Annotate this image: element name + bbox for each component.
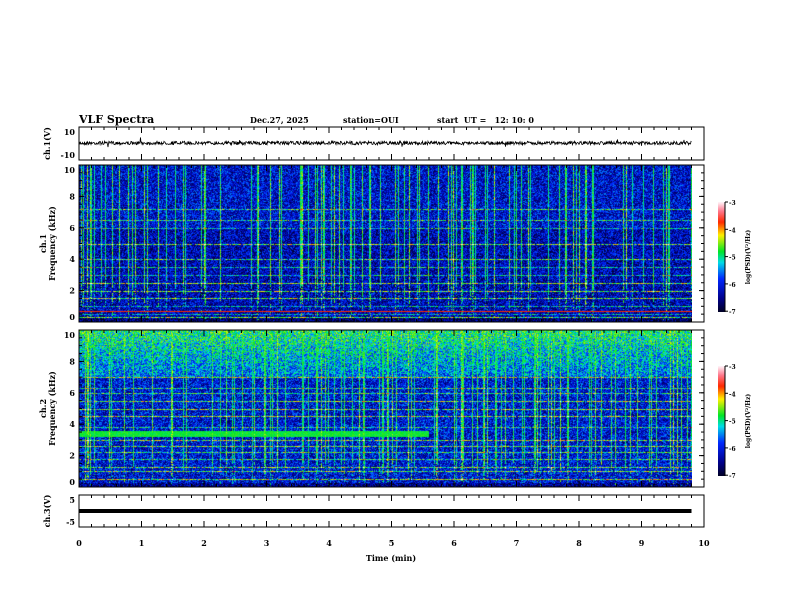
ch1-spectrogram-y-tick-label: 10: [64, 165, 76, 175]
ch2-spectrogram-y-tick-label: 6: [69, 388, 75, 398]
ch1-waveform-y-tick-label: 10: [64, 127, 76, 137]
start-time-label: start UT = 12: 10: 0: [437, 115, 534, 125]
ch3-waveform-y-tick-label: -5: [66, 517, 75, 527]
colorbar-tick-label: -6: [729, 282, 736, 289]
colorbar-tick-label: -7: [729, 309, 736, 316]
ch2-spectrogram-y-tick-label: 0: [69, 477, 75, 487]
ch2-colorbar: [718, 366, 725, 476]
ch1-spectrogram-image: [79, 165, 692, 322]
x-tick-label: 0: [76, 538, 82, 548]
x-tick-label: 8: [576, 538, 582, 548]
colorbar-tick-label: -6: [729, 446, 736, 453]
x-tick-label: 6: [451, 538, 457, 548]
ch2-spectrogram-y-tick-label: 4: [69, 419, 75, 429]
colorbar-label: log(PSD)(V²/Hz): [745, 394, 752, 449]
ch1-waveform-y-tick-label: -10: [61, 150, 76, 160]
x-tick-label: 10: [698, 538, 710, 548]
x-tick-label: 3: [264, 538, 270, 548]
colorbar-tick-label: -3: [729, 364, 736, 371]
ch1-spectrogram-y-tick-label: 8: [69, 191, 75, 201]
ch1-spectrogram-y-tick-label: 6: [69, 223, 75, 233]
ch2-spectrogram-image: [79, 330, 692, 487]
ch1-trace: [78, 137, 692, 148]
ch2-spectrogram-y-tick-label: 8: [69, 356, 75, 366]
x-tick-label: 9: [639, 538, 645, 548]
colorbar-tick-label: -3: [729, 200, 736, 207]
ch2-spectrogram-frame: [78, 329, 705, 488]
ch3-waveform-y-tick-label: 5: [69, 495, 75, 505]
x-tick-label: 4: [326, 538, 332, 548]
ch2-spectrogram-y-label: ch.2: [38, 399, 48, 418]
x-tick-label: 2: [201, 538, 207, 548]
ch1-waveform-y-label: ch.1(V): [42, 127, 52, 160]
colorbar-tick-label: -7: [729, 473, 736, 480]
ch1-spectrogram-y-tick-label: 2: [69, 286, 75, 296]
station-label: station=OUI: [343, 115, 399, 125]
colorbar-tick-label: -4: [729, 391, 736, 398]
ch1-colorbar: [718, 202, 725, 312]
x-tick-label: 1: [139, 538, 145, 548]
x-tick-label: 5: [389, 538, 395, 548]
x-axis-label: Time (min): [366, 553, 416, 563]
ch1-spectrogram-y-label: Frequency (kHz): [47, 206, 57, 281]
ch1-spectrogram-y-label: ch.1: [38, 234, 48, 253]
figure-title: VLF Spectra: [78, 113, 154, 126]
ch1-spectrogram-frame: [78, 164, 705, 323]
ch1-spectrogram-y-tick-label: 0: [69, 312, 75, 322]
colorbar-tick-label: -5: [729, 419, 736, 426]
colorbar-tick-label: -4: [729, 227, 736, 234]
ch2-spectrogram-y-label: Frequency (kHz): [47, 371, 57, 446]
colorbar-label: log(PSD)(V²/Hz): [745, 230, 752, 285]
ch3-waveform-y-label: ch.3(V): [42, 494, 52, 527]
x-tick-label: 7: [514, 538, 520, 548]
date-label: Dec.27, 2025: [250, 115, 309, 125]
ch1-spectrogram-y-tick-label: 4: [69, 254, 75, 264]
ch2-spectrogram-y-tick-label: 2: [69, 451, 75, 461]
colorbar-tick-label: -5: [729, 255, 736, 262]
ch2-spectrogram-y-tick-label: 10: [64, 330, 76, 340]
